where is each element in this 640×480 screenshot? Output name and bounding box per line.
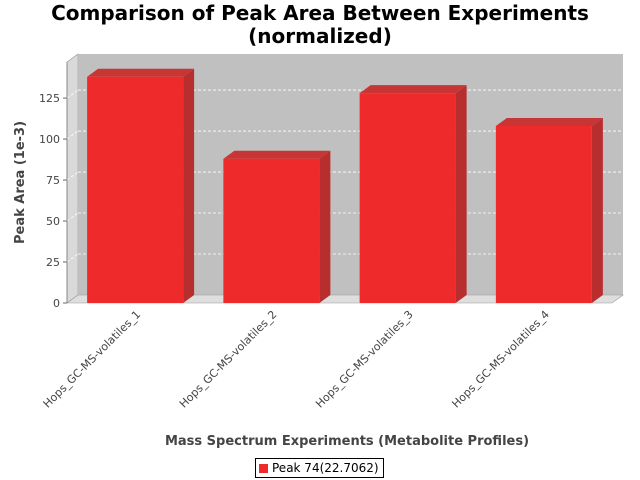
bar-3 bbox=[359, 85, 467, 303]
bar-2 bbox=[223, 150, 331, 303]
legend: Peak 74(22.7062) bbox=[255, 458, 384, 478]
gridline-side-3 bbox=[66, 171, 79, 181]
y-tick-label-0: 0 bbox=[53, 297, 60, 310]
bar-side-4 bbox=[591, 117, 603, 303]
chart-title: Comparison of Peak Area Between Experime… bbox=[0, 2, 640, 48]
bar-top-3 bbox=[359, 85, 467, 94]
bar-front-2 bbox=[223, 158, 320, 303]
legend-swatch bbox=[259, 463, 268, 473]
gridline-side-5 bbox=[66, 89, 79, 99]
gridline-side-2 bbox=[66, 212, 79, 222]
bar-4 bbox=[495, 117, 603, 303]
bar-side-1 bbox=[183, 68, 195, 304]
chart-title-line-2: (normalized) bbox=[248, 24, 392, 48]
x-tick-label-4: Hops_GC-MS-volatiles_4 bbox=[449, 308, 552, 411]
legend-label: Peak 74(22.7062) bbox=[272, 461, 379, 475]
gridline-side-1 bbox=[66, 253, 79, 263]
x-tick-label-2: Hops_GC-MS-volatiles_2 bbox=[177, 308, 280, 411]
bar-side-2 bbox=[319, 150, 331, 303]
bar-front-3 bbox=[359, 93, 456, 303]
y-tick-label-4: 100 bbox=[39, 133, 60, 146]
y-tick-label-1: 25 bbox=[46, 256, 60, 269]
x-tick-label-1: Hops_GC-MS-volatiles_1 bbox=[41, 308, 144, 411]
chart-title-line-1: Comparison of Peak Area Between Experime… bbox=[51, 1, 589, 25]
bar-top-1 bbox=[87, 68, 195, 77]
y-tick-label-2: 50 bbox=[46, 215, 60, 228]
bar-top-4 bbox=[495, 117, 603, 126]
bar-top-2 bbox=[223, 150, 331, 159]
gridline-side-4 bbox=[66, 130, 79, 140]
y-tick-label-3: 75 bbox=[46, 174, 60, 187]
y-tick-label-5: 125 bbox=[39, 92, 60, 105]
bar-front-1 bbox=[87, 76, 184, 304]
x-axis-title: Mass Spectrum Experiments (Metabolite Pr… bbox=[165, 434, 529, 449]
bar-front-4 bbox=[495, 125, 592, 303]
y-axis-title: Peak Area (1e-3) bbox=[13, 121, 28, 244]
bar-side-3 bbox=[455, 85, 467, 303]
x-tick-label-3: Hops_GC-MS-volatiles_3 bbox=[313, 308, 416, 411]
bar-1 bbox=[87, 68, 195, 304]
